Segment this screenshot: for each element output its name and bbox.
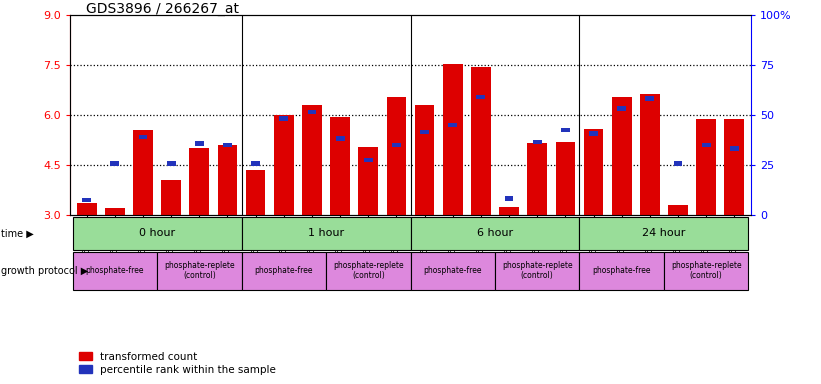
- Bar: [724, 119, 744, 215]
- Text: phosphate-free: phosphate-free: [593, 266, 651, 275]
- Text: phosphate-replete
(control): phosphate-replete (control): [164, 261, 235, 280]
- Bar: [499, 207, 519, 215]
- Bar: [274, 115, 294, 215]
- Bar: [387, 97, 406, 215]
- Bar: [617, 106, 626, 111]
- Bar: [415, 105, 434, 215]
- Bar: [161, 180, 181, 215]
- Bar: [527, 144, 547, 215]
- Bar: [580, 252, 664, 290]
- Bar: [612, 97, 631, 215]
- Bar: [190, 149, 209, 215]
- Bar: [589, 131, 598, 136]
- Bar: [410, 217, 580, 250]
- Bar: [336, 136, 345, 141]
- Bar: [556, 142, 576, 215]
- Bar: [251, 161, 260, 166]
- Bar: [241, 252, 326, 290]
- Legend: transformed count, percentile rank within the sample: transformed count, percentile rank withi…: [75, 348, 280, 379]
- Bar: [702, 143, 711, 147]
- Bar: [105, 209, 125, 215]
- Bar: [245, 170, 265, 215]
- Bar: [443, 64, 462, 215]
- Text: phosphate-replete
(control): phosphate-replete (control): [502, 261, 572, 280]
- Bar: [110, 161, 119, 166]
- Text: phosphate-free: phosphate-free: [424, 266, 482, 275]
- Text: GDS3896 / 266267_at: GDS3896 / 266267_at: [86, 2, 239, 16]
- Bar: [326, 252, 410, 290]
- Bar: [420, 130, 429, 134]
- Bar: [448, 123, 457, 127]
- Bar: [218, 145, 237, 215]
- Bar: [308, 110, 316, 114]
- Bar: [139, 135, 148, 139]
- Bar: [167, 161, 176, 166]
- Bar: [471, 67, 491, 215]
- Bar: [673, 161, 682, 166]
- Bar: [72, 217, 241, 250]
- Bar: [476, 95, 485, 99]
- Bar: [640, 94, 660, 215]
- Bar: [157, 252, 241, 290]
- Text: phosphate-replete
(control): phosphate-replete (control): [671, 261, 741, 280]
- Bar: [241, 217, 410, 250]
- Bar: [410, 252, 495, 290]
- Bar: [664, 252, 749, 290]
- Bar: [392, 143, 401, 147]
- Bar: [495, 252, 580, 290]
- Bar: [505, 196, 513, 200]
- Text: growth protocol ▶: growth protocol ▶: [1, 266, 88, 276]
- Bar: [82, 198, 91, 202]
- Bar: [645, 96, 654, 101]
- Text: phosphate-replete
(control): phosphate-replete (control): [333, 261, 404, 280]
- Bar: [77, 204, 97, 215]
- Bar: [364, 158, 373, 162]
- Bar: [730, 146, 739, 151]
- Text: 1 hour: 1 hour: [308, 228, 344, 238]
- Bar: [533, 140, 542, 144]
- Bar: [580, 217, 749, 250]
- Bar: [279, 116, 288, 121]
- Text: phosphate-free: phosphate-free: [255, 266, 313, 275]
- Bar: [359, 147, 378, 215]
- Bar: [561, 128, 570, 132]
- Bar: [584, 129, 603, 215]
- Text: 24 hour: 24 hour: [642, 228, 686, 238]
- Bar: [668, 205, 688, 215]
- Text: 0 hour: 0 hour: [139, 228, 175, 238]
- Bar: [302, 105, 322, 215]
- Text: phosphate-free: phosphate-free: [85, 266, 144, 275]
- Bar: [223, 143, 232, 147]
- Text: 6 hour: 6 hour: [477, 228, 513, 238]
- Text: time ▶: time ▶: [1, 228, 34, 238]
- Bar: [330, 117, 350, 215]
- Bar: [696, 119, 716, 215]
- Bar: [195, 141, 204, 146]
- Bar: [133, 130, 153, 215]
- Bar: [72, 252, 157, 290]
